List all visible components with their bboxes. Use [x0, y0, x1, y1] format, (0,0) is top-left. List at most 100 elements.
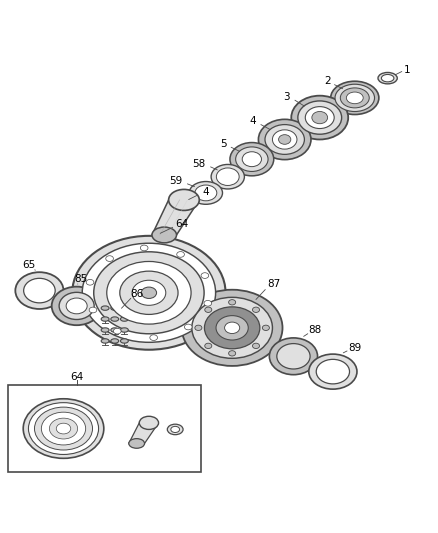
Ellipse shape — [89, 307, 97, 313]
Ellipse shape — [23, 399, 104, 458]
Ellipse shape — [201, 273, 208, 278]
Text: 4: 4 — [202, 187, 209, 197]
Ellipse shape — [52, 287, 102, 325]
Ellipse shape — [82, 243, 215, 342]
Ellipse shape — [167, 424, 183, 435]
Ellipse shape — [132, 280, 166, 305]
Polygon shape — [152, 200, 199, 235]
Text: 1: 1 — [404, 65, 411, 75]
Ellipse shape — [216, 168, 239, 185]
Ellipse shape — [189, 182, 223, 204]
Ellipse shape — [252, 307, 260, 312]
Ellipse shape — [291, 96, 348, 140]
Ellipse shape — [113, 328, 121, 334]
Ellipse shape — [204, 301, 212, 306]
Ellipse shape — [211, 165, 244, 189]
Ellipse shape — [312, 111, 328, 124]
Text: 64: 64 — [175, 219, 188, 229]
Ellipse shape — [378, 72, 397, 84]
Bar — [8, 385, 201, 472]
Ellipse shape — [184, 324, 192, 330]
Text: 5: 5 — [220, 139, 227, 149]
Ellipse shape — [192, 297, 272, 358]
Ellipse shape — [205, 307, 260, 349]
Ellipse shape — [15, 272, 64, 309]
Text: 2: 2 — [324, 76, 331, 86]
Ellipse shape — [28, 402, 99, 455]
Ellipse shape — [265, 125, 304, 155]
Ellipse shape — [120, 271, 178, 314]
Ellipse shape — [66, 298, 87, 314]
Text: 3: 3 — [283, 92, 290, 102]
Ellipse shape — [229, 300, 236, 305]
Ellipse shape — [230, 142, 274, 176]
Ellipse shape — [177, 252, 184, 257]
Text: 87: 87 — [267, 279, 280, 289]
Ellipse shape — [279, 135, 291, 144]
Ellipse shape — [316, 359, 350, 384]
Text: 64: 64 — [70, 372, 83, 382]
Ellipse shape — [195, 325, 202, 330]
Ellipse shape — [94, 252, 204, 334]
Text: 4: 4 — [249, 116, 256, 126]
Ellipse shape — [340, 88, 369, 108]
Ellipse shape — [236, 147, 268, 172]
Ellipse shape — [205, 307, 212, 312]
Ellipse shape — [140, 245, 148, 251]
Ellipse shape — [111, 328, 119, 332]
Ellipse shape — [216, 316, 248, 340]
Text: 65: 65 — [22, 260, 35, 270]
Ellipse shape — [141, 287, 157, 298]
Ellipse shape — [169, 189, 199, 211]
Ellipse shape — [56, 423, 71, 434]
Ellipse shape — [120, 306, 128, 310]
Ellipse shape — [229, 351, 236, 356]
Ellipse shape — [252, 343, 260, 349]
Ellipse shape — [182, 290, 283, 366]
Ellipse shape — [35, 407, 92, 450]
Ellipse shape — [272, 130, 297, 149]
Text: 88: 88 — [309, 325, 322, 335]
Ellipse shape — [107, 262, 191, 324]
Ellipse shape — [309, 354, 357, 389]
Ellipse shape — [335, 84, 374, 111]
Ellipse shape — [269, 338, 318, 375]
Ellipse shape — [111, 317, 119, 321]
Polygon shape — [129, 423, 159, 443]
Ellipse shape — [72, 236, 226, 350]
Ellipse shape — [101, 339, 109, 343]
Ellipse shape — [258, 119, 311, 159]
Text: 59: 59 — [170, 176, 183, 185]
Ellipse shape — [59, 292, 94, 319]
Ellipse shape — [101, 306, 109, 310]
Text: 86: 86 — [131, 289, 144, 299]
Ellipse shape — [298, 101, 342, 134]
Ellipse shape — [101, 328, 109, 332]
Ellipse shape — [262, 325, 269, 330]
Ellipse shape — [171, 426, 180, 432]
Ellipse shape — [277, 344, 310, 369]
Ellipse shape — [106, 256, 113, 261]
Ellipse shape — [346, 92, 363, 104]
Ellipse shape — [120, 328, 128, 332]
Ellipse shape — [129, 439, 145, 448]
Text: 58: 58 — [193, 159, 206, 168]
Ellipse shape — [111, 306, 119, 310]
Ellipse shape — [242, 152, 261, 167]
Ellipse shape — [41, 412, 86, 445]
Ellipse shape — [101, 317, 109, 321]
Ellipse shape — [24, 278, 55, 303]
Text: 89: 89 — [348, 343, 361, 352]
Ellipse shape — [331, 81, 379, 115]
Ellipse shape — [152, 227, 177, 243]
Ellipse shape — [305, 107, 334, 128]
Ellipse shape — [49, 418, 78, 439]
Ellipse shape — [195, 185, 217, 201]
Ellipse shape — [120, 339, 128, 343]
Ellipse shape — [205, 343, 212, 349]
Ellipse shape — [120, 317, 128, 321]
Ellipse shape — [381, 75, 394, 82]
Text: 85: 85 — [74, 274, 88, 284]
Ellipse shape — [86, 279, 94, 285]
Ellipse shape — [139, 416, 159, 430]
